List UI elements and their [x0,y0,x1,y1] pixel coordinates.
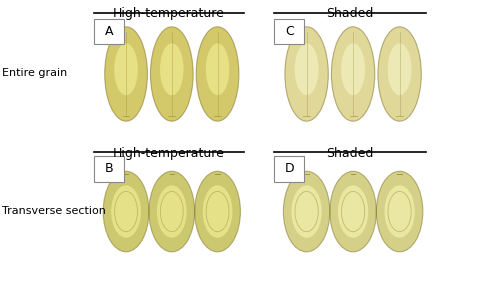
Text: A: A [104,25,113,38]
Ellipse shape [384,185,414,238]
Text: Transverse section: Transverse section [2,206,106,216]
Ellipse shape [103,171,149,252]
Ellipse shape [378,27,422,121]
FancyBboxPatch shape [274,156,304,181]
Ellipse shape [294,43,318,95]
Ellipse shape [160,43,184,95]
Text: High-temperature: High-temperature [112,7,224,20]
Ellipse shape [196,27,239,121]
Ellipse shape [330,171,376,252]
Text: C: C [285,25,294,38]
Text: Entire grain: Entire grain [2,68,68,78]
Ellipse shape [284,171,330,252]
Ellipse shape [104,27,148,121]
Ellipse shape [150,27,193,121]
Ellipse shape [157,185,186,238]
Ellipse shape [338,185,368,238]
Ellipse shape [194,171,240,252]
Text: D: D [284,162,294,176]
Text: Shaded: Shaded [326,147,374,159]
Ellipse shape [376,171,423,252]
Text: B: B [104,162,114,176]
FancyBboxPatch shape [94,156,124,181]
Ellipse shape [149,171,194,252]
Ellipse shape [114,43,138,95]
Ellipse shape [111,185,141,238]
Ellipse shape [206,43,230,95]
Text: High-temperature: High-temperature [112,147,224,159]
Ellipse shape [388,43,411,95]
Ellipse shape [202,185,232,238]
Ellipse shape [341,43,365,95]
Text: Shaded: Shaded [326,7,374,20]
Ellipse shape [285,27,329,121]
FancyBboxPatch shape [94,19,124,44]
FancyBboxPatch shape [274,19,304,44]
Ellipse shape [332,27,375,121]
Ellipse shape [292,185,322,238]
